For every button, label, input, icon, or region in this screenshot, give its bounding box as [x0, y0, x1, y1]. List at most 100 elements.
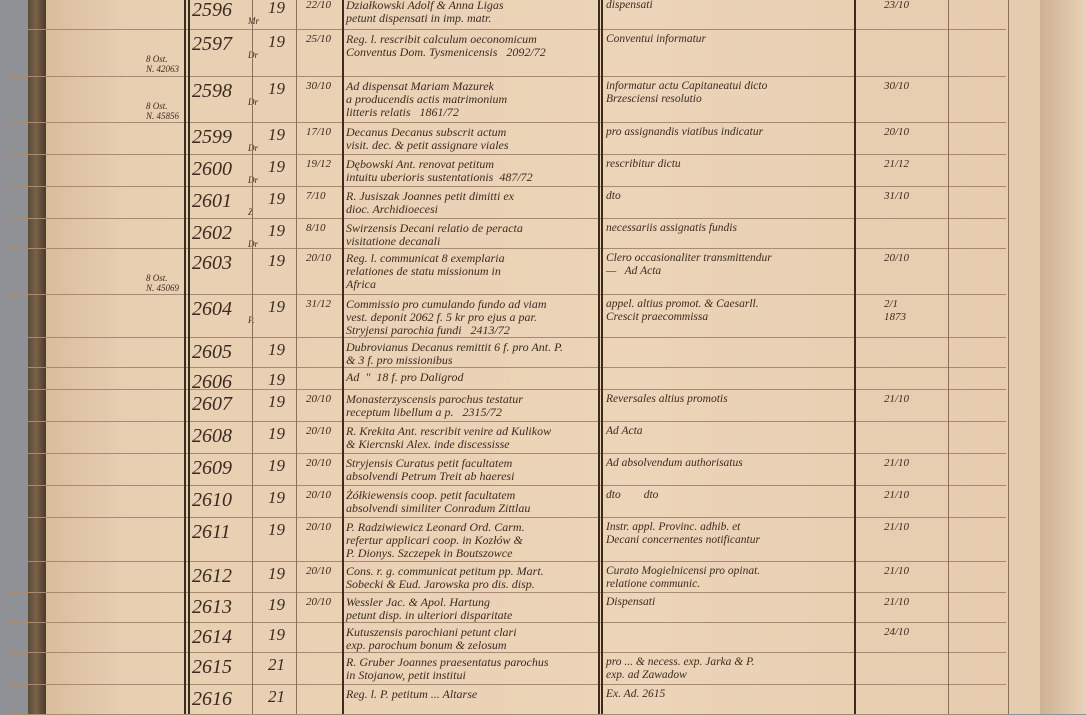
- entry-note: 8 Ost. N. 45856: [146, 101, 180, 121]
- entry-date: 7/10: [306, 190, 326, 202]
- entry-number: 2612: [192, 565, 232, 587]
- entry-resolution: 21/10: [884, 565, 910, 577]
- column-line: [188, 0, 190, 714]
- ledger-row: 2599 Dr 19 17/10 Decanus Decanus subscrit ac…: [6, 123, 1006, 155]
- entry-day: 19: [268, 488, 285, 507]
- entry-mark: Dr: [248, 97, 259, 107]
- entry-content: Działkowski Adolf & Anna Ligas petunt di…: [346, 0, 504, 25]
- entry-number: 2606: [192, 371, 232, 393]
- entry-date: 20/10: [306, 425, 332, 437]
- ledger-page: 2596 Mr 19 22/10 Działkowski Adolf & Anna Li…: [6, 0, 1046, 715]
- entry-content: Reg. l. P. petitum ... Altarse: [346, 687, 478, 701]
- entry-mark: P.: [248, 315, 255, 325]
- entry-day: 19: [268, 32, 285, 51]
- ledger-row: 2604 P. 19 31/12 Commissio pro cumulando fun…: [6, 295, 1006, 338]
- entry-date: 20/10: [306, 252, 332, 264]
- entry-mark: Dr: [248, 143, 259, 153]
- entry-number: 2597: [192, 33, 232, 55]
- entry-mark: Z: [248, 207, 254, 217]
- entry-resolution: 20/10: [884, 126, 910, 138]
- column-line: [854, 0, 856, 714]
- entry-remark: Dispensati: [606, 596, 656, 608]
- entry-remark: Conventui informatur: [606, 33, 706, 45]
- entry-remark: Ad absolvendum authorisatus: [606, 457, 743, 469]
- entry-content: Ad " 18 f. pro Daligrod: [346, 370, 464, 384]
- facing-page-edge: [1040, 0, 1086, 714]
- entry-date: 19/12: [306, 158, 332, 170]
- entry-resolution: 20/10: [884, 252, 910, 264]
- entry-day: 19: [268, 595, 285, 614]
- ledger-row: 2616 21 Reg. l. P. petitum ... Altarse Ex. …: [6, 685, 1006, 715]
- ledger-row: 2601 Z 19 7/10 R. Jusiszak Joannes petit dim…: [6, 187, 1006, 219]
- entry-day: 21: [268, 655, 285, 674]
- entry-content: R. Krekita Ant. rescribit venire ad Kuli…: [346, 424, 552, 451]
- entry-content: Dubrovianus Decanus remittit 6 f. pro An…: [346, 340, 563, 367]
- entry-day: 19: [268, 79, 285, 98]
- entry-date: 8/10: [306, 222, 326, 234]
- ledger-row: 2607 19 20/10 Monasterzyscensis parochus te…: [6, 390, 1006, 422]
- entry-number: 2603: [192, 252, 232, 274]
- entry-day: 19: [268, 125, 285, 144]
- entry-number: 2613: [192, 596, 232, 618]
- entry-resolution: 21/10: [884, 393, 910, 405]
- ledger-row: 2614 19 Kutuszensis parochiani petunt clar…: [6, 623, 1006, 653]
- entry-mark: Dr: [248, 50, 259, 60]
- entry-number: 2602: [192, 222, 232, 244]
- entry-day: 19: [268, 297, 285, 316]
- column-line: [948, 0, 949, 714]
- column-line: [296, 0, 297, 714]
- entry-content: Cons. r. g. communicat petitum pp. Mart.…: [346, 564, 544, 591]
- column-line: [184, 0, 186, 714]
- entry-remark: Reversales altius promotis: [606, 393, 728, 405]
- entry-content: Ad dispensat Mariam Mazurek a producendi…: [346, 79, 508, 119]
- entry-number: 2605: [192, 341, 232, 363]
- entry-number: 2601: [192, 190, 232, 212]
- entry-day: 19: [268, 189, 285, 208]
- entry-content: Dębowski Ant. renovat petitum intuitu ub…: [346, 157, 533, 184]
- entry-date: 20/10: [306, 565, 332, 577]
- ledger-row: 2609 19 20/10 Stryjensis Curatus petit facu…: [6, 454, 1006, 486]
- entry-resolution: 21/12: [884, 158, 910, 170]
- entry-resolution: 21/10: [884, 457, 910, 469]
- entry-mark: Dr: [248, 175, 259, 185]
- entry-content: R. Gruber Joannes praesentatus parochus …: [346, 655, 549, 682]
- column-line: [1008, 0, 1009, 714]
- entry-number: 2599: [192, 126, 232, 148]
- entry-remark: dispensati: [606, 0, 653, 11]
- entry-resolution: 21/10: [884, 596, 910, 608]
- entry-mark: Mr: [248, 16, 259, 26]
- entry-day: 19: [268, 0, 285, 17]
- entry-date: 31/12: [306, 298, 332, 310]
- entry-content: Decanus Decanus subscrit actum visit. de…: [346, 125, 509, 152]
- entry-remark: pro assignandis viatibus indicatur: [606, 126, 764, 138]
- entry-content: Żółkiewensis coop. petit facultatem abso…: [346, 488, 531, 515]
- entry-date: 20/10: [306, 393, 332, 405]
- entry-remark: pro ... & necess. exp. Jarka & P. exp. a…: [606, 656, 755, 681]
- entry-date: 17/10: [306, 126, 332, 138]
- entry-date: 25/10: [306, 33, 332, 45]
- entry-number: 2604: [192, 298, 232, 320]
- entry-number: 2598: [192, 80, 232, 102]
- entry-number: 2610: [192, 489, 232, 511]
- entry-date: 30/10: [306, 80, 332, 92]
- entry-date: 20/10: [306, 489, 332, 501]
- entry-content: Commissio pro cumulando fundo ad viam ve…: [346, 297, 547, 337]
- entry-remark: appel. altius promot. & Caesarll. Cresci…: [606, 298, 759, 323]
- ledger-row: 2605 19 Dubrovianus Decanus remittit 6 f. …: [6, 338, 1006, 368]
- entry-content: P. Radziwiewicz Leonard Ord. Carm. refer…: [346, 520, 525, 560]
- entry-number: 2608: [192, 425, 232, 447]
- entry-remark: Curato Mogielnicensi pro opinat. relatio…: [606, 565, 761, 590]
- ledger-row: 2598 Dr 8 Ost. N. 45856 19 30/10 Ad dispensat…: [6, 77, 1006, 123]
- entry-remark: rescribitur dictu: [606, 158, 681, 170]
- ledger-row: 2600 Dr 19 19/12 Dębowski Ant. renovat petit…: [6, 155, 1006, 187]
- entry-content: Wessler Jac. & Apol. Hartung petunt disp…: [346, 595, 513, 622]
- ledger-row: 2597 Dr 8 Ost. N. 42063 19 25/10 Reg. l. resc…: [6, 30, 1006, 77]
- entry-remark: Clero occasionaliter transmittendur — Ad…: [606, 252, 772, 277]
- entry-day: 19: [268, 424, 285, 443]
- entry-day: 19: [268, 392, 285, 411]
- entry-date: 20/10: [306, 457, 332, 469]
- column-line: [252, 0, 253, 714]
- entry-mark: Dr: [248, 239, 259, 249]
- entry-remark: dto dto: [606, 489, 659, 501]
- entry-number: 2607: [192, 393, 232, 415]
